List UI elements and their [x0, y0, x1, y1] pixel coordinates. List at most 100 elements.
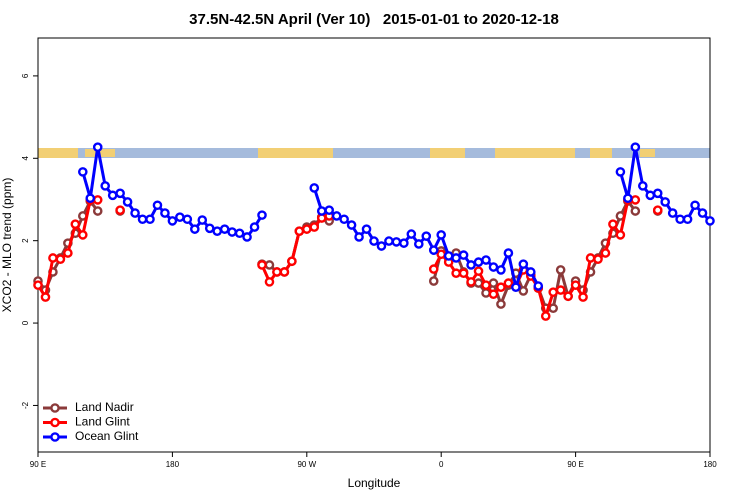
point [287, 256, 297, 267]
y-tick-label: 6 [21, 73, 30, 78]
point [466, 277, 476, 287]
point [615, 167, 626, 177]
point [548, 303, 559, 314]
point [272, 267, 282, 277]
point [570, 280, 581, 290]
point [413, 239, 424, 249]
point [242, 232, 252, 242]
point [122, 197, 133, 207]
point [92, 206, 103, 216]
x-tick-label: 180 [166, 460, 180, 469]
point [623, 193, 633, 204]
point [324, 205, 335, 215]
x-axis-label: Longitude [348, 476, 401, 490]
point [376, 241, 387, 251]
point [638, 181, 648, 191]
point [204, 223, 215, 234]
point [189, 224, 200, 234]
point [526, 267, 536, 277]
point [63, 248, 73, 258]
point [428, 245, 439, 255]
point [451, 253, 461, 263]
point [421, 231, 432, 241]
point [540, 311, 551, 321]
point [331, 211, 342, 221]
map-strip [38, 148, 710, 158]
point [533, 281, 544, 291]
point [481, 255, 491, 265]
point [227, 227, 237, 237]
point [346, 220, 357, 230]
point [503, 248, 514, 258]
point [115, 205, 125, 215]
point [443, 251, 454, 261]
point [182, 214, 193, 225]
point [481, 280, 491, 290]
x-tick-label: 180 [703, 460, 717, 469]
point [645, 190, 656, 201]
point [175, 212, 185, 222]
point [92, 195, 103, 205]
point [458, 250, 469, 260]
point [511, 282, 521, 293]
point [309, 183, 320, 193]
point [130, 208, 140, 218]
point [585, 253, 596, 263]
point [48, 253, 58, 263]
point [316, 206, 327, 216]
point [234, 228, 245, 239]
point [100, 181, 110, 191]
point [518, 259, 529, 269]
point [690, 200, 700, 211]
point [488, 262, 499, 272]
legend-marker [50, 417, 60, 428]
point [630, 142, 641, 152]
point [548, 287, 559, 297]
series [78, 142, 715, 293]
point [518, 286, 529, 296]
point [503, 278, 514, 288]
legend-label: Land Nadir [75, 400, 134, 414]
point [279, 267, 290, 277]
x-tick-label: 0 [439, 460, 444, 469]
point [682, 214, 693, 225]
point [249, 222, 260, 232]
legend-marker [50, 403, 60, 413]
point [361, 224, 372, 234]
point [600, 248, 611, 258]
legend-label: Ocean Glint [75, 429, 139, 443]
point [197, 215, 208, 225]
point [705, 216, 715, 226]
point [167, 216, 178, 226]
y-tick-label: 4 [21, 156, 30, 161]
point [488, 278, 499, 288]
point [137, 214, 148, 225]
point [496, 282, 506, 293]
point [264, 260, 275, 270]
point [578, 292, 588, 302]
point [264, 277, 275, 287]
point [630, 206, 641, 216]
point [630, 195, 641, 205]
point [160, 208, 170, 218]
point [78, 211, 88, 221]
point [458, 268, 469, 279]
point [391, 237, 402, 247]
point [697, 208, 708, 218]
point [257, 260, 267, 270]
point [33, 280, 43, 290]
point [92, 142, 103, 152]
plot-frame [37, 37, 711, 453]
point [145, 214, 155, 225]
point [40, 292, 51, 302]
point [436, 249, 447, 260]
point [85, 193, 96, 204]
point [399, 238, 409, 248]
point [212, 226, 222, 236]
point [70, 219, 81, 229]
point [115, 188, 125, 199]
point [451, 268, 461, 279]
point [294, 226, 305, 236]
point [652, 205, 663, 215]
